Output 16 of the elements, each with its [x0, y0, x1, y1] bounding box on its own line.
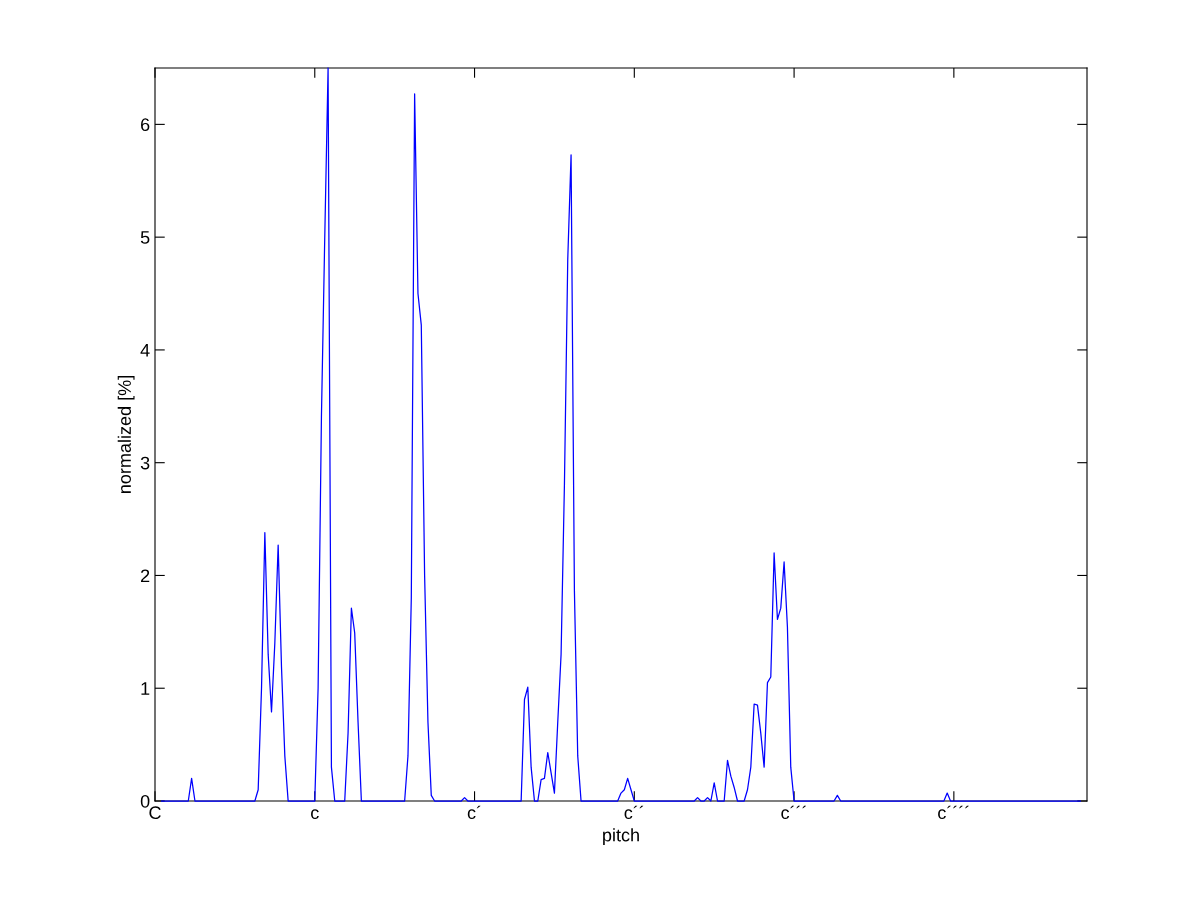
x-tick-label: c — [311, 809, 319, 820]
y-tick-label: 0 — [140, 794, 150, 808]
x-tick-label: C — [149, 806, 161, 820]
y-tick-label: 4 — [140, 344, 150, 357]
y-tick-label: 6 — [141, 118, 150, 132]
y-axis-title: normalized [%] — [117, 376, 135, 494]
y-tick-label: 1 — [141, 682, 150, 695]
x-tick-label: c´´ — [624, 805, 644, 820]
y-tick-label: 5 — [140, 231, 150, 244]
x-axis-title: pitch — [603, 828, 639, 846]
x-tick-label: c´´´´ — [938, 805, 969, 820]
x-tick-label: c´ — [467, 805, 481, 820]
y-tick-label: 3 — [140, 456, 150, 470]
line-series — [161, 67, 1081, 802]
y-tick-label: 2 — [141, 569, 150, 582]
x-tick-label: c´´´ — [781, 805, 806, 820]
